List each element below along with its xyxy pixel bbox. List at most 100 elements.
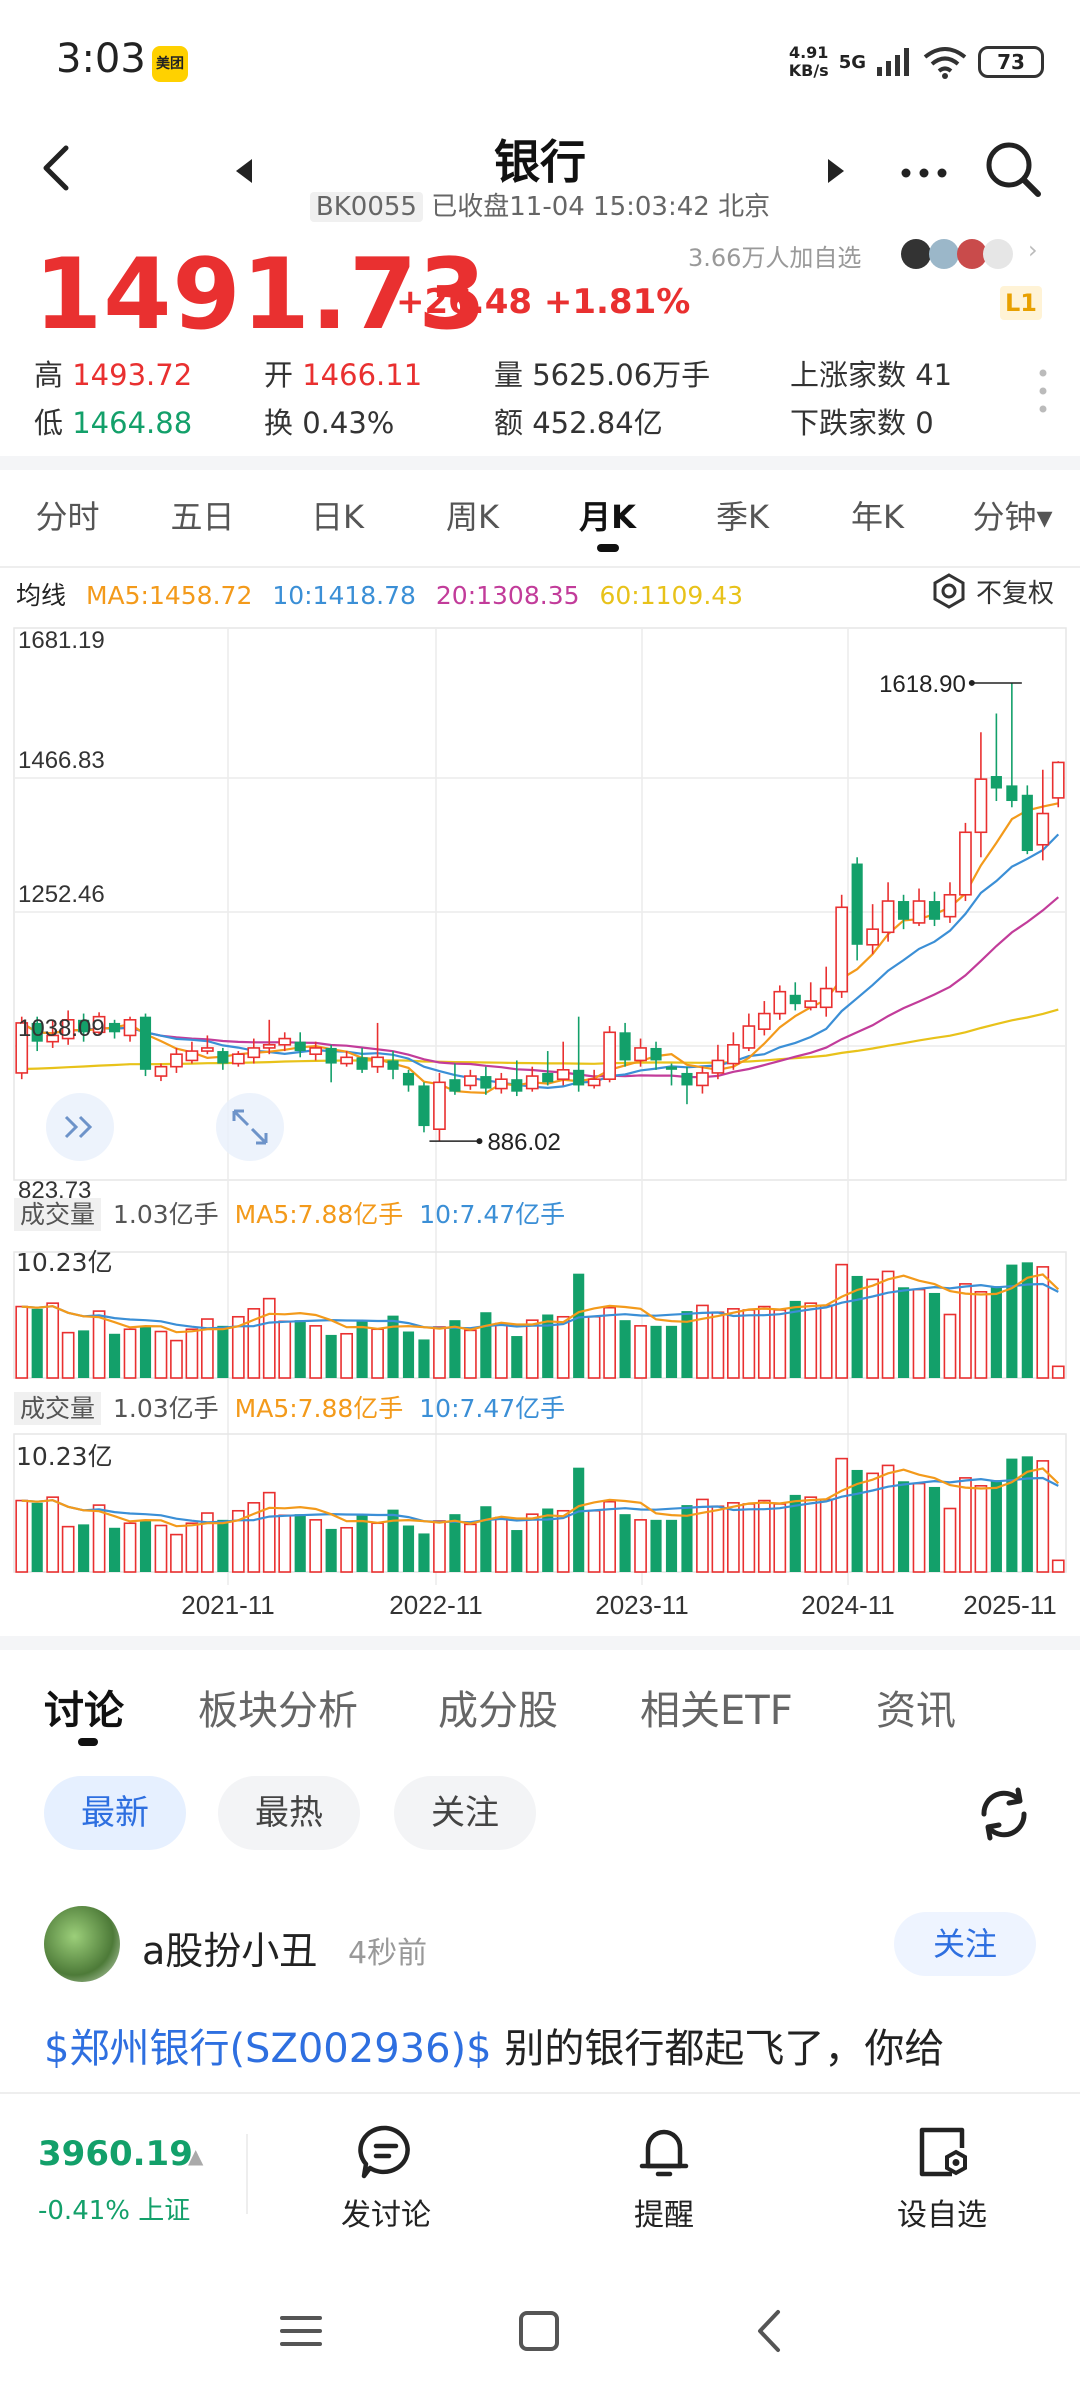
- remind-button[interactable]: 提醒: [584, 2122, 744, 2242]
- volume-2-bar: [1006, 1458, 1018, 1572]
- candle-body: [1006, 785, 1018, 802]
- volume-1-bar: [974, 1291, 988, 1379]
- y-tick-label: 1038.09: [18, 1015, 105, 1042]
- signal-icon: [877, 48, 909, 76]
- follow-button[interactable]: 关注: [894, 1912, 1036, 1976]
- back-arrow-icon[interactable]: [30, 140, 86, 196]
- price-change: +26.48 +1.81%: [396, 282, 691, 322]
- clock: 3:03: [56, 36, 146, 82]
- index-change[interactable]: -0.41% 上证: [38, 2196, 191, 2226]
- tab-daily-k[interactable]: 日K: [311, 498, 364, 536]
- candle-body: [123, 1019, 137, 1037]
- volume-1-bar: [556, 1315, 570, 1379]
- candle-body: [556, 1069, 570, 1080]
- more-icon[interactable]: [896, 148, 952, 198]
- volume-2-ma10-line: [21, 1476, 1059, 1524]
- candle-body: [542, 1072, 554, 1083]
- candle-body: [92, 1015, 106, 1034]
- watchlist-count[interactable]: 3.66万人加自选: [688, 244, 862, 272]
- post-time: 4秒前: [348, 1936, 428, 1971]
- volume-1-bar: [371, 1328, 384, 1379]
- volume-2-bar: [433, 1520, 446, 1573]
- volume-1-bar: [217, 1325, 229, 1378]
- min-price-label: 886.02: [487, 1129, 560, 1156]
- volume-series-2: [15, 1456, 1065, 1573]
- tab-minute-dropdown[interactable]: 分钟▾: [972, 498, 1053, 536]
- chevron-right-icon[interactable]: ›: [1028, 236, 1038, 264]
- sector-code: BK0055: [309, 192, 423, 222]
- quote-panel: 1491.73 +26.48 +1.81% 3.66万人加自选 › L1 高 1…: [0, 236, 1080, 458]
- ma-legend[interactable]: 均线 MA5:1458.72 10:1418.78 20:1308.35 60:…: [16, 576, 1076, 616]
- refresh-icon[interactable]: [974, 1784, 1034, 1844]
- volume-2-bar: [494, 1516, 508, 1573]
- follower-avatars[interactable]: [900, 238, 1016, 270]
- filter-chips: 最新 最热 关注: [0, 1776, 1080, 1856]
- tab-intraday[interactable]: 分时: [35, 498, 100, 536]
- next-sector-icon[interactable]: [824, 156, 848, 186]
- candle-body: [1051, 761, 1065, 799]
- post-username[interactable]: a股扮小丑: [142, 1929, 318, 1973]
- add-watchlist-button[interactable]: 设自选: [862, 2122, 1022, 2242]
- level-badge[interactable]: L1: [1000, 286, 1042, 320]
- tab-yearly-k[interactable]: 年K: [851, 498, 904, 536]
- volume-2-bar: [201, 1512, 214, 1573]
- post-body[interactable]: $郑州银行(SZ002936)$ 别的银行都起飞了，你给: [44, 2016, 1044, 2072]
- high-stat: 高 1493.72: [34, 358, 193, 392]
- candle-body: [402, 1072, 415, 1086]
- candle-body: [340, 1056, 353, 1065]
- volume-2-bar: [356, 1514, 368, 1572]
- volume-2-bar: [1021, 1456, 1033, 1572]
- candle-body: [511, 1079, 523, 1092]
- volume-1-bar: [711, 1311, 725, 1379]
- menu-icon[interactable]: [276, 2306, 326, 2356]
- filter-hot[interactable]: 最热: [218, 1776, 360, 1850]
- volume-1-bar: [464, 1329, 477, 1379]
- tab-constituents[interactable]: 成分股: [438, 1688, 558, 1734]
- volume-1-bar: [480, 1312, 492, 1378]
- tab-five-day[interactable]: 五日: [170, 498, 235, 536]
- volume-2-bar: [247, 1502, 261, 1573]
- forward-double-icon[interactable]: [46, 1093, 114, 1161]
- volume-legend-1[interactable]: 成交量 1.03亿手 MA5:7.88亿手 10:7.47亿手: [14, 1195, 565, 1231]
- vertical-more-icon[interactable]: [1036, 366, 1050, 416]
- adjust-toggle[interactable]: 不复权: [930, 572, 1054, 610]
- volume-2-bar: [262, 1491, 276, 1573]
- axis-labels: 1618.90 886.02 1681.19 1466.83 1252.46 1038.0…: [18, 627, 1057, 1620]
- tab-discussion[interactable]: 讨论: [44, 1688, 124, 1734]
- post-discussion-button[interactable]: 发讨论: [306, 2122, 466, 2242]
- kline-chart[interactable]: 1618.90 886.02 1681.19 1466.83 1252.46 1038.0…: [0, 616, 1080, 1626]
- tab-sector-analysis[interactable]: 板块分析: [198, 1688, 358, 1734]
- filter-following[interactable]: 关注: [394, 1776, 536, 1850]
- index-value[interactable]: 3960.19: [38, 2134, 193, 2174]
- turnover-stat: 换 0.43%: [264, 406, 395, 440]
- meituan-notification-icon: 美团: [152, 46, 188, 82]
- candle-body: [603, 1031, 616, 1080]
- back-icon[interactable]: [746, 2306, 796, 2356]
- volume-1-bar: [773, 1309, 787, 1379]
- tab-weekly-k[interactable]: 周K: [446, 498, 499, 536]
- volume-1-bar: [387, 1315, 399, 1378]
- candle-body: [278, 1037, 292, 1046]
- candle-body: [108, 1022, 121, 1033]
- volume-1-bar: [912, 1288, 926, 1379]
- volume-2-bar: [773, 1503, 787, 1573]
- stock-link[interactable]: $郑州银行(SZ002936)$: [44, 2026, 492, 2072]
- previous-sector-icon[interactable]: [232, 156, 256, 186]
- search-icon[interactable]: [982, 138, 1044, 200]
- status-bar: 3:03 美团 4.91 KB/s 5G 73: [0, 0, 1080, 120]
- candle-body: [387, 1060, 399, 1070]
- home-icon[interactable]: [514, 2306, 564, 2356]
- tab-related-etf[interactable]: 相关ETF: [640, 1688, 793, 1734]
- kline-frame: [13, 627, 1067, 1181]
- volume-2-bar: [912, 1482, 926, 1573]
- tab-quarterly-k[interactable]: 季K: [716, 498, 769, 536]
- fullscreen-icon[interactable]: [216, 1093, 284, 1161]
- candle-body: [325, 1047, 337, 1064]
- filter-latest[interactable]: 最新: [44, 1776, 186, 1850]
- tab-news[interactable]: 资讯: [876, 1688, 956, 1734]
- up-count-stat: 上涨家数 41: [790, 358, 953, 392]
- tab-monthly-k[interactable]: 月K: [540, 470, 675, 566]
- avatar[interactable]: [44, 1906, 120, 1982]
- volume-2-bar: [1051, 1559, 1065, 1573]
- volume-legend-2[interactable]: 成交量 1.03亿手 MA5:7.88亿手 10:7.47亿手: [14, 1389, 565, 1425]
